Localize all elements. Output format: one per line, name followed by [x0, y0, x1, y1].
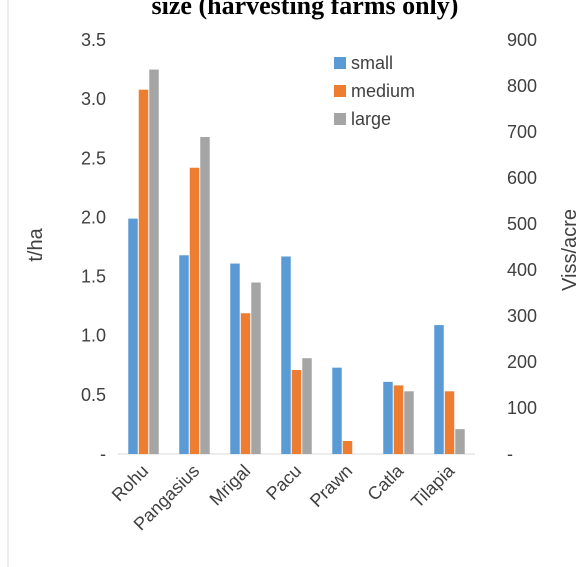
bar-large-mrigal	[251, 282, 261, 454]
y2-tick-label: 600	[507, 168, 537, 188]
legend-swatch-large	[334, 113, 346, 125]
y-tick-label: 1.0	[81, 326, 106, 346]
y-axis-title: t/ha	[25, 227, 47, 261]
legend-label-medium: medium	[351, 81, 415, 101]
y-tick-label: 2.5	[81, 148, 106, 168]
x-tick-label: Catla	[363, 460, 408, 505]
y-tick-label: 3.5	[81, 30, 106, 50]
y2-axis-title: Viss/acre	[559, 209, 578, 291]
y-tick-label: 3.0	[81, 89, 106, 109]
legend: small medium large	[334, 53, 415, 129]
bar-large-pangasius	[200, 136, 210, 454]
x-tick-label: Prawn	[306, 461, 356, 511]
x-tick-label: Mrigal	[206, 461, 255, 510]
bar-large-tilapia	[455, 429, 465, 454]
y2-tick-label: 800	[507, 76, 537, 96]
bar-small-prawn	[332, 367, 342, 454]
bars	[118, 69, 475, 455]
bar-small-pacu	[281, 256, 291, 454]
x-tick-label: Rohu	[108, 461, 153, 506]
y-tick-label: 2.0	[81, 207, 106, 227]
bar-medium-catla	[393, 385, 404, 454]
y2-tick-label: 500	[507, 214, 537, 234]
y-axis-left: - 0.5 1.0 1.5 2.0 2.5 3.0 3.5	[81, 30, 106, 464]
bar-large-catla	[404, 391, 414, 454]
x-tick-label: Tilapia	[407, 460, 459, 512]
y2-tick-label: 200	[507, 352, 537, 372]
bar-small-mrigal	[230, 263, 240, 454]
bar-large-pacu	[302, 358, 312, 454]
bar-medium-prawn	[342, 440, 353, 454]
y2-tick-label: -	[507, 444, 513, 464]
y-tick-label: 1.5	[81, 267, 106, 287]
y2-tick-label: 900	[507, 30, 537, 50]
x-tick-label: Pacu	[262, 461, 305, 504]
bar-large-rohu	[149, 69, 159, 455]
bar-small-catla	[383, 381, 393, 454]
legend-swatch-medium	[334, 85, 346, 97]
bar-small-tilapia	[434, 325, 444, 454]
bar-small-pangasius	[179, 255, 189, 454]
y2-tick-label: 700	[507, 122, 537, 142]
chart-title: size (harvesting farms only)	[152, 0, 459, 20]
y2-tick-label: 300	[507, 306, 537, 326]
bar-medium-rohu	[138, 89, 149, 455]
legend-swatch-small	[334, 57, 346, 69]
y-tick-label: -	[100, 444, 106, 464]
bar-small-rohu	[128, 218, 138, 454]
y2-tick-label: 400	[507, 260, 537, 280]
y-tick-label: 0.5	[81, 385, 106, 405]
bar-medium-pacu	[291, 370, 302, 454]
y2-tick-label: 100	[507, 398, 537, 418]
bar-medium-mrigal	[240, 313, 251, 454]
bar-medium-tilapia	[444, 391, 455, 454]
y-axis-right: - 100 200 300 400 500 600 700 800 900	[507, 30, 537, 464]
legend-label-large: large	[351, 109, 391, 129]
legend-label-small: small	[351, 53, 393, 73]
bar-medium-pangasius	[189, 167, 200, 454]
